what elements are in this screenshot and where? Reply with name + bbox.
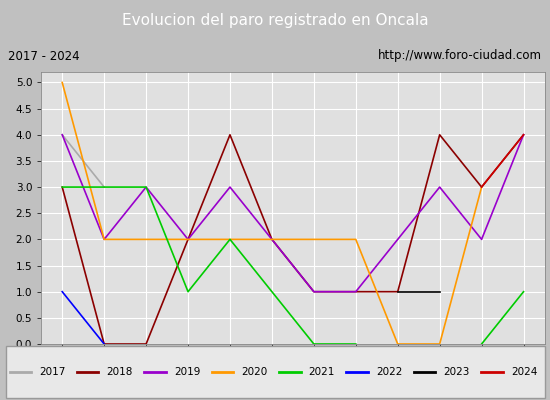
Text: 2017 - 2024: 2017 - 2024 <box>8 50 80 62</box>
Text: 2021: 2021 <box>309 367 335 377</box>
Text: 2018: 2018 <box>107 367 133 377</box>
FancyBboxPatch shape <box>6 346 544 398</box>
Text: 2019: 2019 <box>174 367 200 377</box>
Text: 2024: 2024 <box>511 367 537 377</box>
Text: http://www.foro-ciudad.com: http://www.foro-ciudad.com <box>378 50 542 62</box>
Text: 2017: 2017 <box>39 367 65 377</box>
Text: 2023: 2023 <box>443 367 470 377</box>
Text: 2020: 2020 <box>241 367 267 377</box>
Text: 2022: 2022 <box>376 367 403 377</box>
Text: Evolucion del paro registrado en Oncala: Evolucion del paro registrado en Oncala <box>122 12 428 28</box>
